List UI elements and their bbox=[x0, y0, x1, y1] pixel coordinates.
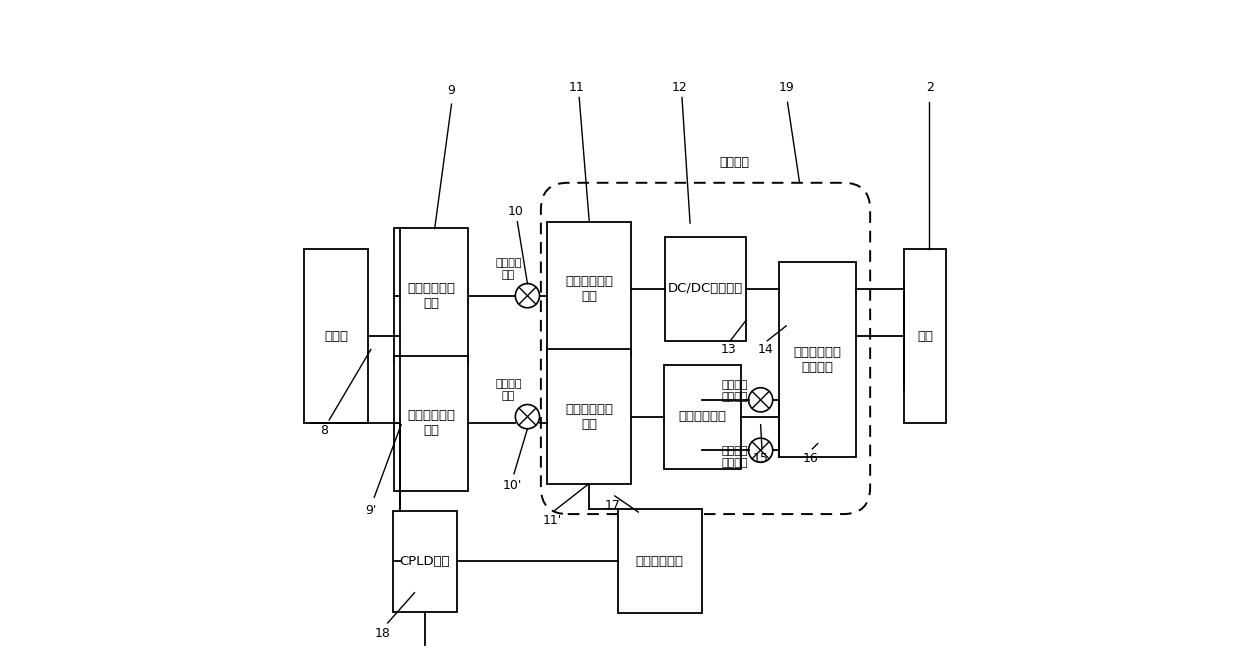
Bar bbox=[393, 511, 456, 612]
Text: 电压测量
传输光纤: 电压测量 传输光纤 bbox=[722, 380, 748, 402]
Text: 第二光电转换
模块: 第二光电转换 模块 bbox=[565, 403, 613, 431]
Text: 测量电源模块: 测量电源模块 bbox=[678, 410, 726, 423]
Text: 上位机: 上位机 bbox=[323, 329, 348, 343]
Text: 10': 10' bbox=[502, 478, 522, 492]
Text: 电流测量
传输光纤: 电流测量 传输光纤 bbox=[722, 446, 748, 468]
Bar bbox=[394, 356, 468, 491]
Text: 光纤接收模块: 光纤接收模块 bbox=[636, 554, 684, 568]
Text: 18: 18 bbox=[375, 626, 390, 640]
Text: 第二激光发射
模块: 第二激光发射 模块 bbox=[408, 409, 456, 437]
Text: 灯丝: 灯丝 bbox=[917, 329, 933, 343]
Text: 灯丝电压电流
测量模块: 灯丝电压电流 测量模块 bbox=[794, 345, 841, 374]
Text: 10: 10 bbox=[508, 205, 523, 218]
Bar bbox=[548, 222, 631, 356]
Text: 19: 19 bbox=[778, 81, 794, 94]
Bar bbox=[394, 228, 468, 363]
Bar bbox=[904, 249, 947, 423]
Text: 第二供能
光纤: 第二供能 光纤 bbox=[496, 379, 522, 401]
Text: 第一供能
光纤: 第一供能 光纤 bbox=[496, 258, 522, 280]
Text: 11: 11 bbox=[569, 81, 585, 94]
Bar bbox=[664, 364, 741, 469]
Text: 第一激光发射
模块: 第一激光发射 模块 bbox=[408, 282, 456, 310]
Text: 15: 15 bbox=[752, 452, 768, 465]
Text: 9: 9 bbox=[447, 84, 456, 97]
Text: 17: 17 bbox=[605, 499, 621, 512]
Text: 高压油箱: 高压油箱 bbox=[719, 157, 748, 169]
Bar bbox=[665, 237, 746, 341]
Bar bbox=[304, 249, 368, 423]
Text: CPLD模块: CPLD模块 bbox=[399, 554, 450, 568]
Text: 14: 14 bbox=[758, 343, 774, 356]
Text: 第一光电转换
模块: 第一光电转换 模块 bbox=[565, 275, 613, 303]
Text: 12: 12 bbox=[672, 81, 688, 94]
Text: DC/DC电源模块: DC/DC电源模块 bbox=[668, 282, 743, 296]
Text: 2: 2 bbox=[926, 81, 934, 94]
Text: 16: 16 bbox=[803, 452, 819, 465]
Bar bbox=[779, 262, 856, 457]
Text: 11': 11' bbox=[543, 514, 563, 528]
Text: 8: 8 bbox=[320, 423, 328, 437]
Bar bbox=[548, 349, 631, 484]
Bar bbox=[618, 509, 701, 613]
Text: 9': 9' bbox=[366, 504, 377, 517]
Text: 13: 13 bbox=[721, 343, 736, 356]
